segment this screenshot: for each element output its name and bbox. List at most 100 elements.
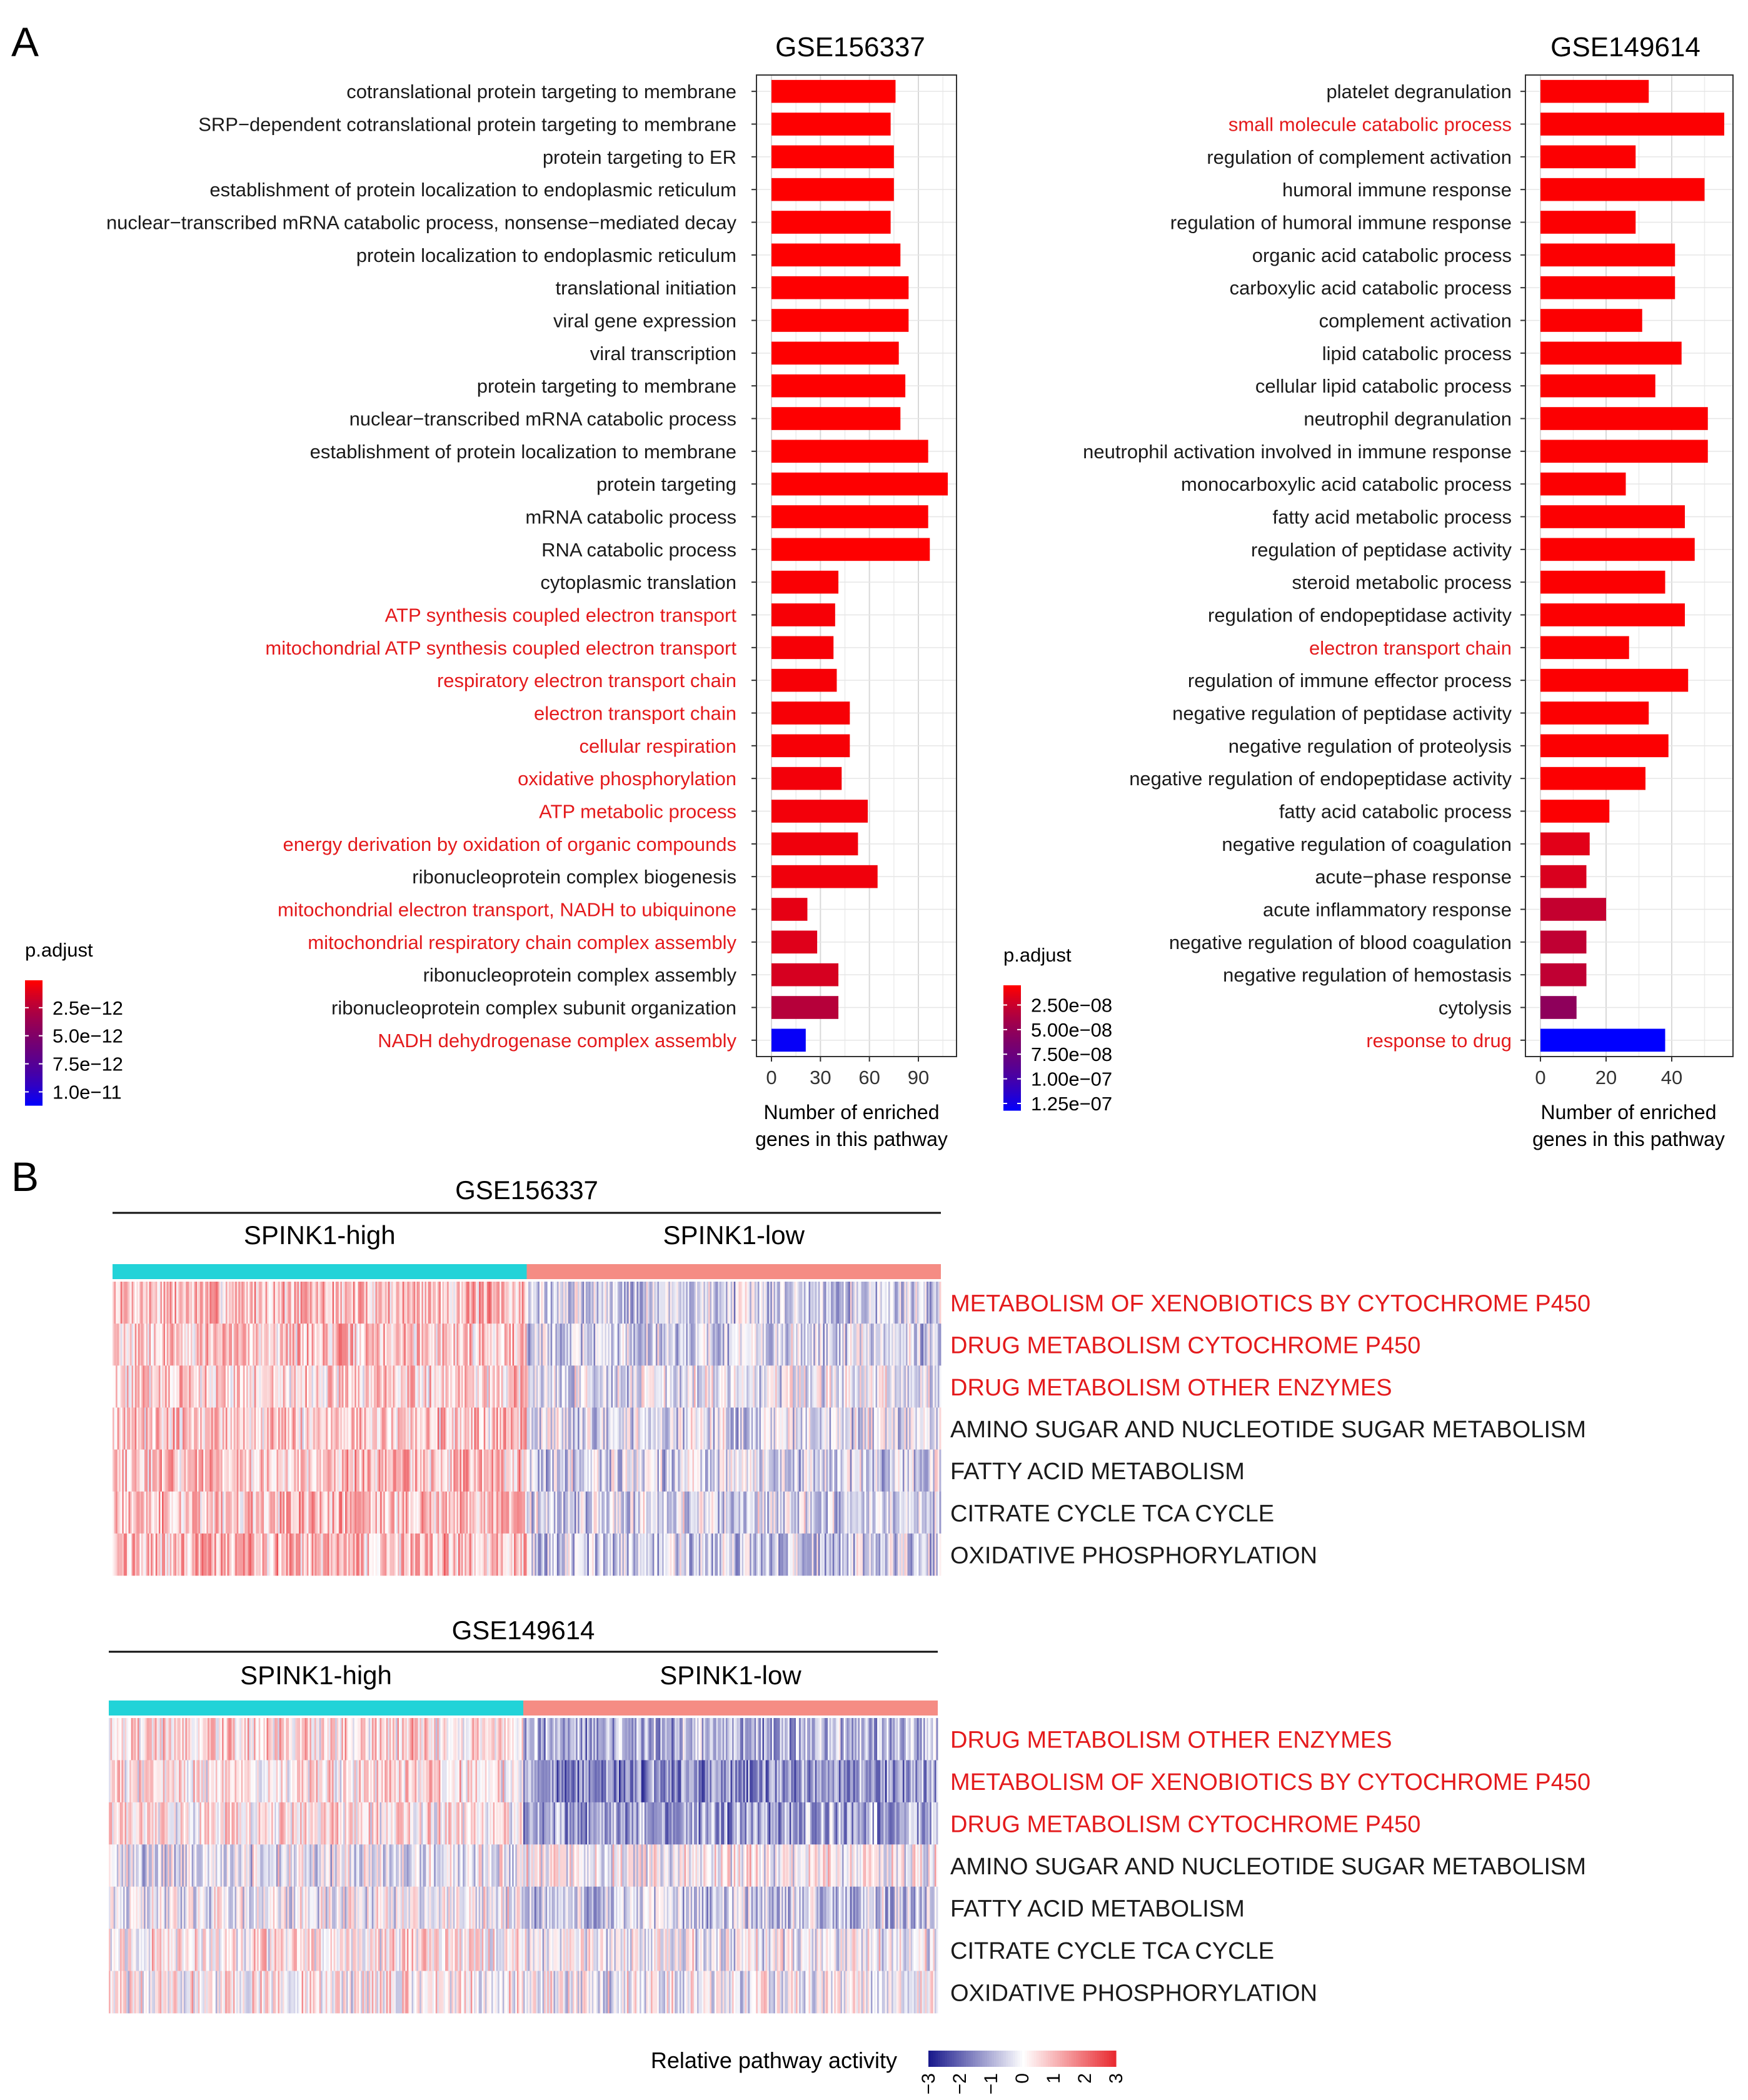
heatmap-cell <box>270 1282 273 1324</box>
heatmap-cell <box>870 1449 873 1492</box>
heatmap-cell <box>314 1407 317 1450</box>
heatmap-cell <box>323 1365 325 1408</box>
heatmap-cell <box>665 1324 668 1366</box>
heatmap-cell <box>810 1365 813 1408</box>
heatmap-cell <box>666 1718 669 1761</box>
heatmap-cell <box>358 1365 360 1408</box>
heatmap-cell <box>379 1760 382 1803</box>
heatmap-cell <box>788 1407 790 1450</box>
heatmap-cell <box>396 1533 398 1576</box>
heatmap-cell <box>539 1324 541 1366</box>
heatmap-cell <box>184 1449 186 1492</box>
heatmap-cell <box>393 1365 395 1408</box>
heatmap-cell <box>139 1282 142 1324</box>
heatmap-cell <box>411 1760 414 1803</box>
heatmap-cell <box>232 1282 234 1324</box>
heatmap-cell <box>730 1718 733 1761</box>
heatmap-cell <box>472 1718 475 1761</box>
heatmap-cell <box>549 1491 551 1534</box>
heatmap-cell <box>419 1718 422 1761</box>
heatmap-cell <box>500 1324 502 1366</box>
heatmap-cell <box>794 1365 796 1408</box>
heatmap-cell <box>477 1407 480 1450</box>
heatmap-cell <box>684 1324 686 1366</box>
heatmap-cell <box>636 1407 639 1450</box>
heatmap-cell <box>765 1718 768 1761</box>
heatmap-cell <box>760 1718 763 1761</box>
heatmap-cell <box>363 1491 364 1534</box>
heatmap-cell <box>389 1491 392 1534</box>
heatmap-cell <box>660 1365 663 1408</box>
heatmap-cell <box>429 1533 432 1576</box>
heatmap-cell <box>426 1324 428 1366</box>
heatmap-cell <box>671 1760 674 1803</box>
heatmap-cell <box>565 1407 567 1450</box>
heatmap-cell <box>643 1533 645 1576</box>
heatmap-cell <box>109 1760 111 1803</box>
heatmap-cell <box>122 1533 124 1576</box>
heatmap-cell <box>405 1760 408 1803</box>
heatmap-cell <box>915 1407 918 1450</box>
heatmap-cell <box>184 1407 186 1450</box>
legend-gradient-step <box>25 1090 43 1093</box>
heatmap-cell <box>608 1718 610 1761</box>
heatmap-cell <box>456 1407 459 1450</box>
heatmap-cell <box>544 1760 546 1803</box>
heatmap-cell <box>299 1282 301 1324</box>
heatmap-cell <box>837 1718 840 1761</box>
heatmap-cell <box>267 1407 269 1450</box>
bar-acute-phase-response <box>1540 865 1587 888</box>
heatmap-cell <box>286 1282 288 1324</box>
heatmap-cell <box>922 1491 924 1534</box>
category-label-organic-acid-catabolic-process: organic acid catabolic process <box>1252 244 1512 266</box>
heatmap-cell <box>776 1718 779 1761</box>
heatmap-cell <box>608 1407 610 1450</box>
heatmap-cell <box>551 1718 554 1761</box>
heatmap-cell <box>902 1365 905 1408</box>
heatmap-cell <box>631 1533 634 1576</box>
heatmap-cell <box>663 1449 666 1492</box>
heatmap-cell <box>800 1282 803 1324</box>
heatmap-cell <box>130 1449 132 1492</box>
heatmap-cell <box>600 1491 602 1534</box>
heatmap-cell <box>745 1365 747 1408</box>
heatmap-cell <box>620 1365 623 1408</box>
heatmap-cell <box>163 1533 166 1576</box>
heatmap-cell <box>837 1407 840 1450</box>
heatmap-cell <box>530 1282 532 1324</box>
heatmap-cell <box>416 1407 419 1450</box>
heatmap-cell <box>666 1282 669 1324</box>
heatmap-cell <box>893 1718 895 1761</box>
heatmap-cell <box>748 1449 750 1492</box>
heatmap-cell <box>337 1407 339 1450</box>
heatmap-cell <box>601 1407 604 1450</box>
heatmap-cell <box>206 1760 208 1803</box>
heatmap-cell <box>662 1407 665 1450</box>
heatmap-cell <box>501 1324 503 1366</box>
heatmap-cell <box>116 1407 118 1450</box>
heatmap-cell <box>561 1449 564 1492</box>
heatmap-cell <box>409 1718 412 1761</box>
heatmap-cell <box>445 1760 447 1803</box>
heatmap-cell <box>788 1718 790 1761</box>
heatmap-cell <box>485 1718 487 1761</box>
heatmap-cell <box>133 1282 136 1324</box>
heatmap-cell <box>158 1365 161 1408</box>
heatmap-cell <box>535 1533 537 1576</box>
heatmap-cell <box>475 1282 478 1324</box>
heatmap-cell <box>130 1365 132 1408</box>
heatmap-cell <box>251 1449 253 1492</box>
heatmap-cell <box>658 1760 661 1803</box>
heatmap-cell <box>781 1449 784 1492</box>
heatmap-cell <box>545 1760 548 1803</box>
heatmap-cell <box>136 1760 138 1803</box>
heatmap-cell <box>348 1718 350 1761</box>
heatmap-cell <box>686 1491 688 1534</box>
heatmap-cell <box>146 1491 148 1534</box>
heatmap-cell <box>904 1365 907 1408</box>
heatmap-cell <box>297 1491 299 1534</box>
heatmap-cell <box>291 1491 293 1534</box>
heatmap-cell <box>496 1760 498 1803</box>
heatmap-cell <box>246 1449 248 1492</box>
bar-establishment-of-protein-localization-to-endoplasmic-reticulum <box>771 178 894 201</box>
